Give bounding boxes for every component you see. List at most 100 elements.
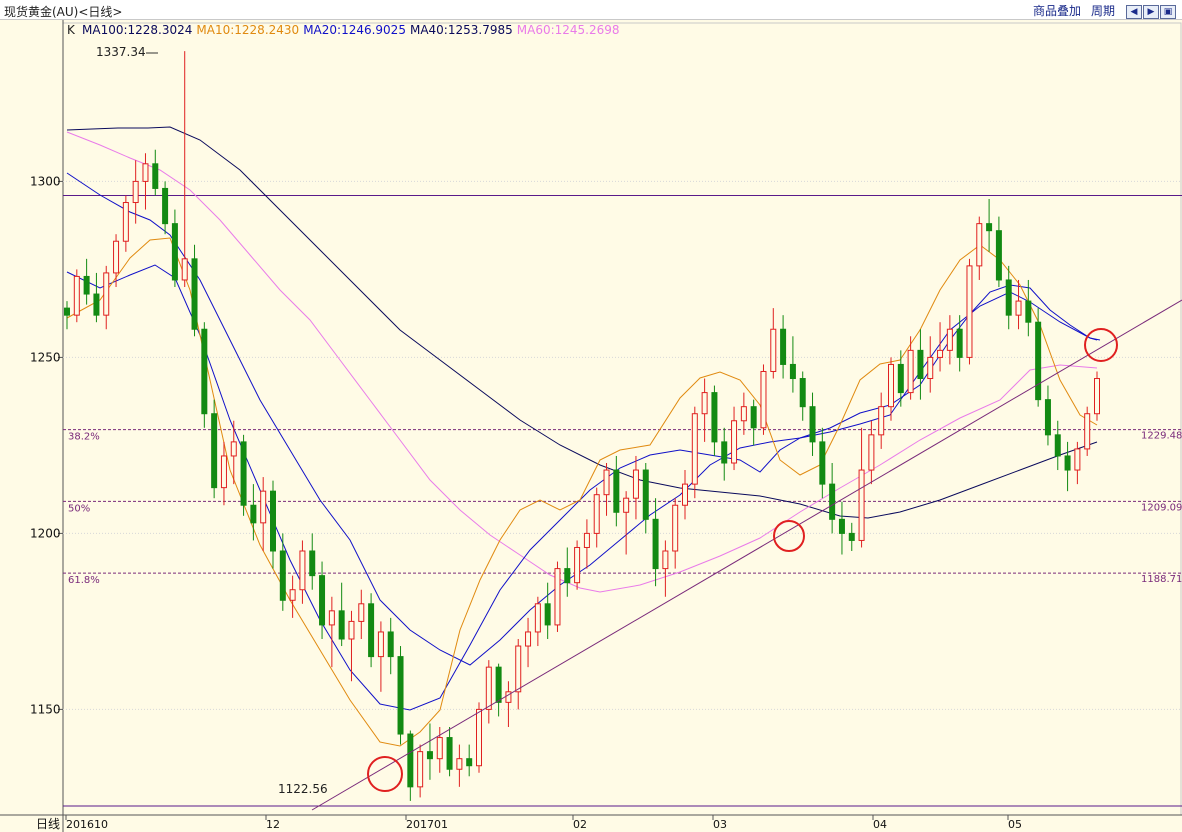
circle-marker-low (367, 756, 403, 792)
candle-body (211, 413, 218, 489)
candle-body (829, 483, 836, 520)
chart-title: 现货黄金(AU)<日线> (4, 5, 123, 19)
candle-body (377, 631, 384, 658)
candle-body (574, 546, 581, 584)
candle-body (485, 666, 492, 710)
candle-body (937, 349, 944, 358)
candle-body (907, 349, 914, 394)
header-controls: 商品叠加 周期 ◀ ▶ ▣ (1033, 2, 1176, 19)
overlay-button[interactable]: 商品叠加 (1032, 4, 1081, 18)
candle-body (299, 550, 306, 591)
high-label: 1337.34 (96, 45, 146, 59)
candle-body (917, 349, 924, 380)
candle-body (682, 483, 688, 506)
restore-icon[interactable]: ▣ (1160, 4, 1176, 19)
candle-body (279, 550, 286, 601)
candle-body (201, 328, 208, 415)
y-tick-label: 1200 (30, 526, 61, 540)
candle-body (1094, 378, 1100, 415)
candle-body (289, 589, 296, 601)
candle-body (1074, 448, 1081, 471)
candle-body (505, 691, 512, 703)
arrow-left-icon[interactable]: ◀ (1126, 4, 1142, 19)
candle-body (691, 413, 698, 485)
candle-body (407, 733, 414, 788)
x-tick-label: 201610 (66, 818, 108, 831)
period-button[interactable]: 周期 (1090, 4, 1115, 18)
candle-body (328, 610, 335, 626)
candle-body (946, 328, 953, 351)
candle-body (809, 406, 816, 443)
candle-body (995, 230, 1002, 281)
candle-body (250, 504, 257, 524)
ma60-line (66, 131, 1098, 593)
x-axis-ticks: 201610 12 201701 02 03 04 05 (65, 815, 1022, 831)
candle-body (319, 575, 326, 626)
candle-body (417, 751, 424, 788)
y-tick-label: 1150 (30, 702, 61, 716)
candle-body (348, 620, 355, 640)
candle-body (270, 490, 276, 552)
candle-body (701, 392, 708, 415)
fib-name-label: 38.2% (68, 432, 100, 443)
fib-name-label: 61.8% (68, 575, 100, 586)
candle-body (544, 603, 551, 626)
candle-body (583, 532, 590, 548)
candle-body (73, 275, 80, 316)
fib-value-label: 1209.09 (1141, 502, 1182, 513)
candle-body (976, 223, 983, 267)
candle-body (780, 328, 787, 365)
candle-body (1064, 455, 1071, 471)
arrow-right-icon[interactable]: ▶ (1143, 4, 1159, 19)
candle-body (240, 441, 247, 506)
grid (63, 180, 1182, 807)
candle-body (466, 758, 473, 767)
candle-body (652, 518, 659, 570)
circle-marker-right (1084, 328, 1118, 362)
candle-body (603, 469, 610, 496)
ma-legend-item: MA40:1253.7985 (410, 23, 513, 37)
x-tick-label: 02 (573, 818, 587, 831)
candle-body (122, 202, 129, 242)
candle-body (103, 272, 110, 316)
candle-body (83, 275, 90, 295)
candle-body (711, 392, 718, 443)
trendline (311, 299, 1182, 811)
candle-body (397, 656, 404, 735)
candle-body (986, 223, 993, 232)
candle-body (564, 568, 571, 584)
candle-body (436, 737, 443, 760)
candle-body (956, 328, 963, 358)
price-chart[interactable]: K MA100:1228.3024 MA10:1228.2430 MA20:1246… (0, 20, 1182, 832)
candle-body (113, 240, 120, 274)
ma10-line (66, 237, 1098, 747)
candle-body (554, 568, 561, 626)
candle-body (230, 441, 237, 457)
x-tick-label: 12 (266, 818, 280, 831)
candle-body (1054, 434, 1061, 457)
x-tick-label: 04 (873, 818, 887, 831)
low-label: 1122.56 (278, 782, 328, 796)
candle-body (525, 631, 532, 647)
candle-body (515, 645, 522, 693)
candle-body (927, 356, 934, 380)
candle-body (426, 751, 433, 760)
plot-frame (62, 22, 1182, 816)
candle-body (878, 406, 885, 436)
candle-body (770, 328, 777, 372)
fib-name-label: 50% (68, 503, 90, 514)
y-tick-label: 1300 (30, 174, 61, 188)
candle-body (731, 420, 738, 464)
fib-levels: 38.2% 1229.48 50% 1209.09 61.8% 1188.71 (63, 429, 1182, 586)
candle-body (789, 363, 796, 380)
candle-body (191, 258, 198, 330)
candle-body (1035, 321, 1042, 401)
candle-body (632, 469, 639, 499)
candle-body (338, 610, 345, 640)
candle-body (750, 406, 757, 429)
candle-body (838, 518, 845, 534)
circle-marker-mid (773, 520, 805, 552)
candle-body (966, 265, 973, 358)
candle-body (848, 532, 855, 541)
candle-body (152, 163, 159, 189)
